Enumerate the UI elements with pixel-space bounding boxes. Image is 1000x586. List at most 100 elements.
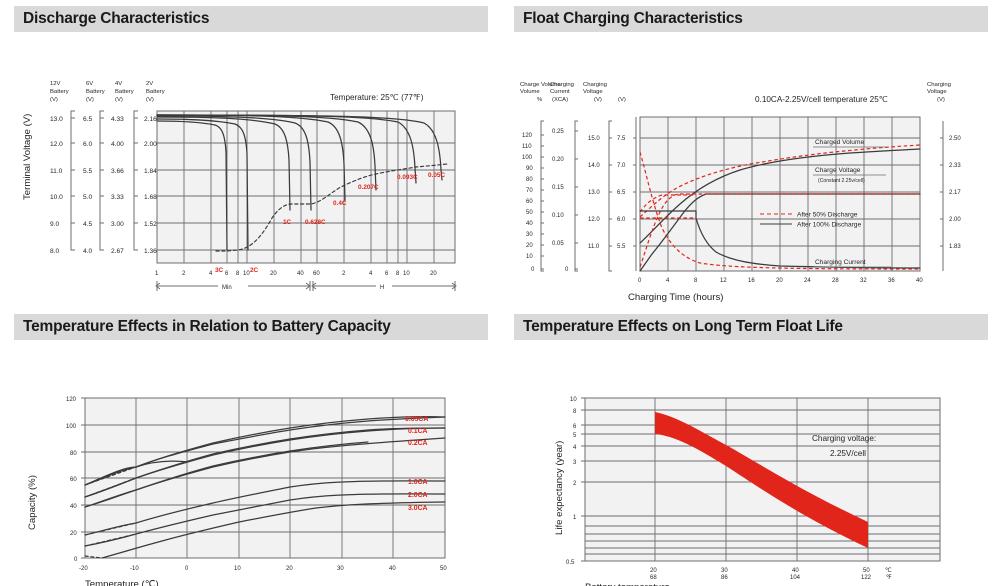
yaxis1-header-line2: Battery: [86, 89, 105, 95]
yaxis0-header-line1: 12V: [50, 81, 61, 87]
svg-text:20: 20: [270, 271, 277, 277]
y-axis-tick-marks: [71, 117, 170, 251]
svg-text:40: 40: [389, 566, 396, 572]
svg-text:10: 10: [403, 271, 410, 277]
svg-text:2: 2: [342, 271, 346, 277]
svg-text:3.66: 3.66: [111, 168, 124, 175]
plot-area: [156, 110, 456, 264]
series-labels: 3C 2C 1C 0.628C 0.4C 0.207C 0.093C 0.05C: [215, 172, 445, 274]
svg-text:50: 50: [440, 566, 447, 572]
svg-text:1.36: 1.36: [144, 248, 157, 255]
svg-text:4: 4: [666, 278, 670, 284]
y-axis-ticks: [81, 397, 85, 559]
svg-text:0.5: 0.5: [566, 560, 575, 566]
yaxis-charging-voltage-12v: 15.0 14.0 13.0 12.0 11.0: [588, 120, 612, 272]
svg-text:70: 70: [526, 188, 533, 194]
label-charged-volume: Charged Volume: [815, 139, 864, 146]
x-axis-title: Battery temperature: [585, 582, 670, 586]
svg-text:2.00: 2.00: [144, 141, 157, 148]
svg-text:40: 40: [297, 271, 304, 277]
svg-text:40: 40: [526, 221, 533, 227]
label-charging-current: Charging Current: [815, 259, 866, 266]
section-header-discharge: Discharge Characteristics: [14, 6, 488, 32]
svg-text:6: 6: [573, 424, 577, 430]
svg-text:1.84: 1.84: [144, 168, 157, 175]
svg-text:(V): (V): [937, 97, 945, 103]
svg-text:12.0: 12.0: [50, 141, 63, 148]
curve-labels: Charged Volume Charge Voltage (Constant …: [813, 139, 891, 268]
svg-text:86: 86: [721, 575, 728, 581]
svg-text:20: 20: [286, 566, 293, 572]
panel-temperature-effects-float-life: Temperature Effects on Long Term Float L…: [500, 308, 1000, 586]
svg-text:3.00: 3.00: [111, 221, 124, 228]
x-axis-title: Temperature (℃): [85, 579, 159, 586]
svg-text:0.15: 0.15: [552, 185, 564, 191]
svg-text:6: 6: [385, 271, 389, 277]
legend-label-100: After 100% Discharge: [797, 222, 861, 229]
svg-text:Current: Current: [550, 89, 570, 95]
yaxis-charge-volume: 120 110 100 90 80 70 60 50 40 30 20 10 0: [522, 120, 544, 273]
svg-text:Charging: Charging: [550, 82, 574, 88]
svg-text:H: H: [380, 285, 384, 291]
svg-text:6.5: 6.5: [83, 116, 92, 123]
svg-text:20: 20: [650, 568, 657, 574]
svg-text:13.0: 13.0: [50, 116, 63, 123]
svg-text:8: 8: [236, 271, 240, 277]
svg-text:1C: 1C: [283, 219, 292, 226]
label-charge-voltage-sub: (Constant 2.25v/cell): [818, 178, 865, 184]
svg-text:50: 50: [863, 568, 870, 574]
svg-text:10: 10: [234, 566, 241, 572]
range-indicator-min: Min: [155, 280, 311, 292]
range-indicator-hour: H: [311, 280, 457, 292]
svg-text:6.5: 6.5: [617, 190, 626, 196]
svg-text:104: 104: [790, 575, 801, 581]
life-expectancy-band: [655, 412, 868, 548]
svg-text:10: 10: [243, 271, 250, 277]
svg-text:1.68: 1.68: [144, 194, 157, 201]
svg-text:120: 120: [522, 133, 533, 139]
svg-text:4.00: 4.00: [111, 141, 124, 148]
yaxis2-header-line3: (V): [115, 97, 123, 103]
svg-text:2: 2: [182, 271, 186, 277]
x-axis-tick-labels: 20 68 30 86 40 104 50 122 ℃ ℉: [650, 568, 892, 581]
annotation-line-2: 2.25V/cell: [830, 449, 866, 458]
svg-text:1: 1: [573, 515, 577, 521]
svg-text:28: 28: [832, 278, 839, 284]
svg-text:0.4C: 0.4C: [333, 200, 347, 207]
svg-text:14.0: 14.0: [588, 163, 600, 169]
yaxis2-header-line2: Battery: [115, 89, 134, 95]
svg-text:10.0: 10.0: [50, 194, 63, 201]
svg-text:(V): (V): [594, 97, 602, 103]
svg-text:(V): (V): [618, 97, 626, 103]
svg-text:15.0: 15.0: [588, 136, 600, 142]
chart-annotation: 0.10CA-2.25V/cell temperature 25℃: [755, 95, 888, 104]
svg-text:30: 30: [721, 568, 728, 574]
y-axis-title: Capacity (%): [27, 475, 38, 530]
panel-temperature-effects-capacity: Temperature Effects in Relation to Batte…: [0, 308, 500, 586]
annotation-line-1: Charging voltage:: [812, 434, 876, 443]
yaxis3-header-line2: Battery: [146, 89, 165, 95]
svg-text:5.5: 5.5: [617, 244, 626, 250]
svg-text:5.0: 5.0: [83, 194, 92, 201]
svg-text:122: 122: [861, 575, 872, 581]
svg-text:2C: 2C: [250, 267, 259, 274]
legend: After 50% Discharge After 100% Discharge: [760, 212, 861, 229]
yaxis1-header-line3: (V): [86, 97, 94, 103]
yaxis-charging-current: 0.25 0.20 0.15 0.10 0.05 0: [552, 120, 578, 273]
x-axis-tick-labels: -20 -10 0 10 20 30 40 50: [79, 566, 447, 572]
svg-text:6: 6: [225, 271, 229, 277]
chart-floatlife: Life expectancy (year): [500, 340, 1000, 586]
svg-text:40: 40: [792, 568, 799, 574]
svg-text:3C: 3C: [215, 267, 224, 274]
x-unit-fahrenheit: ℉: [886, 575, 892, 581]
svg-text:2.50: 2.50: [949, 136, 961, 142]
x-axis-tick-labels: 1 2 4 6 8 10 20 40 60 2 4 6 8 10 20: [155, 271, 437, 277]
svg-text:9.0: 9.0: [50, 221, 59, 228]
svg-text:2.33: 2.33: [949, 163, 961, 169]
svg-text:12: 12: [720, 278, 727, 284]
svg-text:1.0CA: 1.0CA: [408, 479, 428, 486]
svg-text:10: 10: [526, 254, 533, 260]
svg-text:40: 40: [70, 504, 77, 510]
y-axis-tick-labels: 120 100 80 60 40 20 0: [66, 397, 78, 563]
